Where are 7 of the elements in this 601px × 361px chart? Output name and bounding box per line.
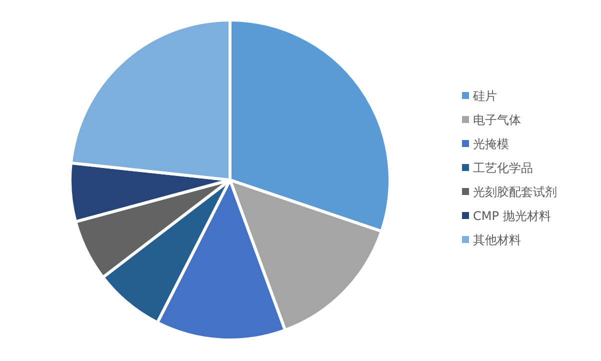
legend-label: 电子气体 bbox=[473, 113, 521, 127]
legend-label: 其他材料 bbox=[473, 233, 521, 247]
legend-label: 硅片 bbox=[473, 89, 497, 103]
legend-label: 光刻胶配套试剂 bbox=[473, 185, 557, 199]
legend-label: 工艺化学品 bbox=[473, 161, 533, 175]
legend-label: 光掩模 bbox=[473, 137, 509, 151]
legend-label: CMP 抛光材料 bbox=[473, 209, 551, 223]
